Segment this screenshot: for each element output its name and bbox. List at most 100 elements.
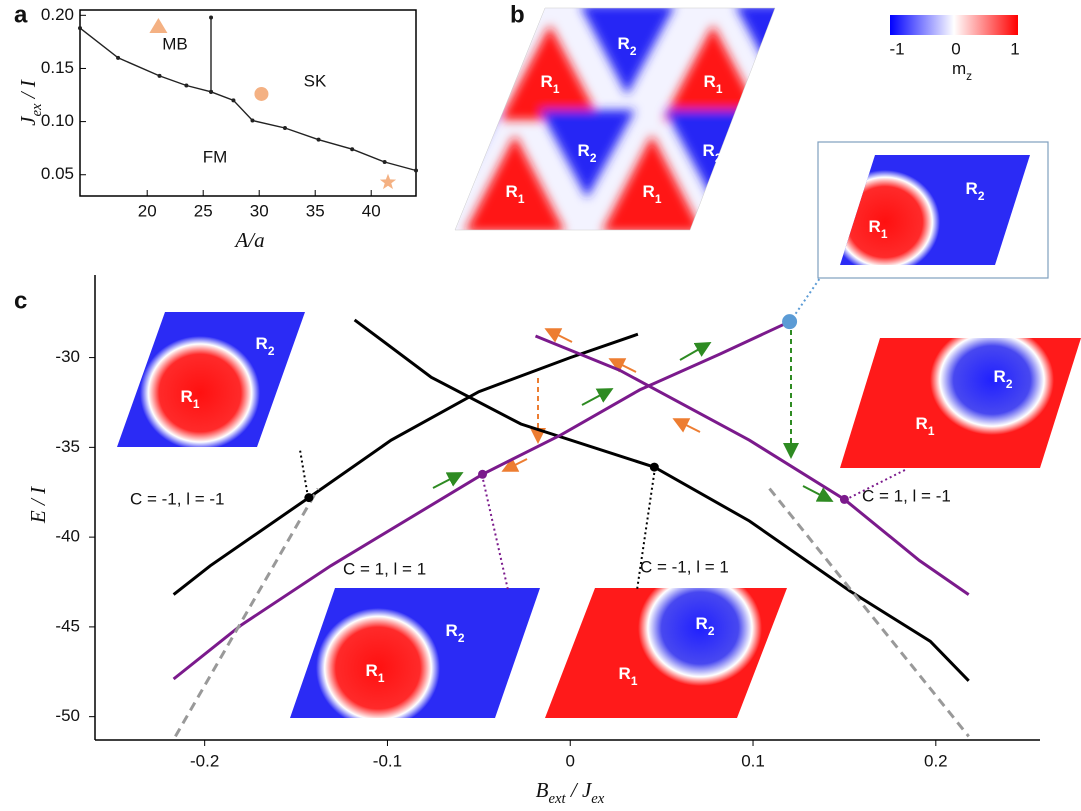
region-label-part: R bbox=[181, 387, 193, 406]
y-axis-label-part: / I bbox=[16, 79, 40, 103]
marker bbox=[149, 18, 167, 33]
state-point bbox=[650, 463, 659, 472]
region-label-part: 2 bbox=[786, 44, 793, 58]
region-label-part: 1 bbox=[631, 674, 638, 688]
vertex bbox=[158, 74, 162, 78]
inset bbox=[818, 142, 1048, 278]
line bbox=[770, 489, 969, 737]
marker bbox=[254, 87, 268, 101]
vertex bbox=[78, 26, 82, 30]
inset bbox=[110, 305, 310, 455]
colorbar-tick-label: -1 bbox=[889, 39, 904, 58]
vertex bbox=[283, 126, 287, 130]
figure: abc-101mzR1R1R1R1R2R2R2R2R1R2R1R2R1R2R1R… bbox=[0, 0, 1081, 811]
colorbar-label: mz bbox=[952, 59, 972, 83]
y-axis-label: E / I bbox=[26, 486, 50, 524]
region-label-part: 1 bbox=[193, 397, 200, 411]
region-label-part: 1 bbox=[553, 82, 560, 96]
y-tick-label: -45 bbox=[55, 616, 80, 635]
inset bbox=[540, 570, 795, 725]
panel-label: b bbox=[510, 1, 525, 28]
x-tick-label: -0.2 bbox=[190, 751, 219, 770]
plot-frame bbox=[80, 10, 416, 196]
region-label-part: R bbox=[966, 179, 978, 198]
region-label-part: 2 bbox=[978, 189, 985, 203]
region-label-part: R bbox=[506, 182, 518, 201]
x-tick-label: -0.1 bbox=[373, 751, 402, 770]
region-label-part: 1 bbox=[518, 192, 525, 206]
x-axis-label-part: B bbox=[536, 778, 549, 802]
y-axis-label-part: ex bbox=[29, 103, 45, 117]
region-label-part: R bbox=[366, 661, 378, 680]
region-label-part: 1 bbox=[378, 671, 385, 685]
phase-label: SK bbox=[304, 71, 327, 90]
region-label-part: 1 bbox=[655, 192, 662, 206]
x-axis-label-part: ex bbox=[591, 791, 605, 807]
x-tick-label: 20 bbox=[138, 201, 157, 220]
colorbar bbox=[890, 15, 1018, 35]
region-label-part: R bbox=[703, 141, 715, 160]
vertex bbox=[184, 83, 188, 87]
phase-label: FM bbox=[203, 147, 228, 166]
state-point bbox=[840, 495, 849, 504]
state-label: C = -1, l = -1 bbox=[130, 489, 224, 508]
colorbar-label-part: m bbox=[952, 59, 966, 78]
region-label: R2 bbox=[774, 34, 793, 58]
region-label-part: R bbox=[618, 34, 630, 53]
state-point bbox=[304, 493, 313, 502]
colorbar-label-part: z bbox=[966, 69, 972, 83]
y-tick-label: 0.10 bbox=[41, 111, 74, 130]
region-label-part: 2 bbox=[268, 344, 275, 358]
y-tick-label: -30 bbox=[55, 347, 80, 366]
vertex bbox=[250, 119, 254, 123]
marker bbox=[380, 174, 396, 189]
colorbar-tick-label: 1 bbox=[1010, 39, 1019, 58]
inset bbox=[835, 325, 1081, 475]
region-label-part: R bbox=[869, 217, 881, 236]
region-label-part: 2 bbox=[590, 151, 597, 165]
panel-label: c bbox=[14, 287, 27, 314]
vertex bbox=[209, 90, 213, 94]
vertex bbox=[414, 168, 418, 172]
panel-label: a bbox=[14, 1, 28, 28]
region-label-part: 2 bbox=[708, 624, 715, 638]
region-label-part: R bbox=[704, 72, 716, 91]
vertex bbox=[209, 15, 213, 19]
region-label-part: 2 bbox=[715, 151, 722, 165]
y-tick-label: -50 bbox=[55, 706, 80, 725]
x-axis-label: A/a bbox=[233, 228, 264, 252]
x-tick-label: 40 bbox=[362, 201, 381, 220]
y-tick-label: 0.15 bbox=[41, 58, 74, 77]
x-axis-label-part: ext bbox=[549, 791, 567, 807]
region-label-part: R bbox=[916, 414, 928, 433]
region-label-part: 2 bbox=[458, 631, 465, 645]
phase-label: MB bbox=[162, 34, 188, 53]
connectors bbox=[300, 278, 905, 590]
region-label-part: 1 bbox=[881, 227, 888, 241]
region-label-part: R bbox=[774, 34, 786, 53]
colorbar-tick-label: 0 bbox=[951, 39, 960, 58]
y-tick-label: -35 bbox=[55, 437, 80, 456]
vertex bbox=[231, 98, 235, 102]
vertex bbox=[350, 147, 354, 151]
x-tick-label: 0.1 bbox=[741, 751, 765, 770]
y-tick-label: 0.05 bbox=[41, 164, 74, 183]
arrows bbox=[433, 330, 830, 500]
state-label: C = -1, l = 1 bbox=[640, 557, 729, 576]
region-label-part: R bbox=[541, 72, 553, 91]
state-label: C = 1, l = -1 bbox=[862, 486, 951, 505]
x-tick-label: 0.2 bbox=[924, 751, 948, 770]
state-point bbox=[478, 470, 487, 479]
region-label-part: 2 bbox=[630, 44, 637, 58]
vertex bbox=[116, 56, 120, 60]
x-tick-label: 0 bbox=[566, 751, 575, 770]
y-tick-label: 0.20 bbox=[41, 5, 74, 24]
x-axis-label: Bext / Jex bbox=[536, 778, 605, 808]
region-label-part: 1 bbox=[716, 82, 723, 96]
region-label-part: 2 bbox=[1006, 377, 1013, 391]
region-label-part: R bbox=[256, 334, 268, 353]
x-axis-label-part: / J bbox=[566, 778, 593, 802]
x-tick-label: 30 bbox=[250, 201, 269, 220]
region-label-part: R bbox=[446, 621, 458, 640]
region-label-part: R bbox=[619, 664, 631, 683]
